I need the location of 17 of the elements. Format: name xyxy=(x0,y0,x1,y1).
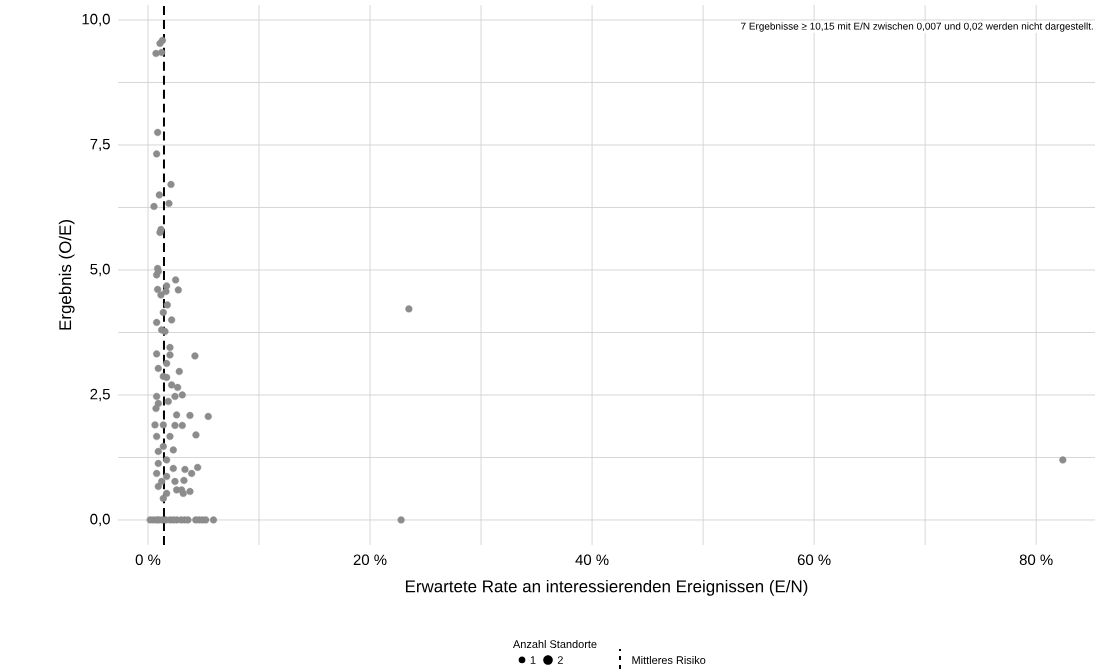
legend-label: 1 xyxy=(530,656,536,664)
y-tick-label: 2,5 xyxy=(90,388,110,402)
legend-label: 2 xyxy=(557,656,563,664)
x-tick-label: 20 % xyxy=(353,554,387,566)
x-tick-label: 0 % xyxy=(135,554,161,566)
x-tick-label: 80 % xyxy=(1019,554,1053,566)
y-tick-label: 7,5 xyxy=(90,138,110,152)
annotation: 7 Ergebnisse ≥ 10,15 mit E/N zwischen 0,007 und 0,02 werden nicht dargestellt. xyxy=(741,22,1093,32)
legend-label: Mittleres Risiko xyxy=(632,655,706,665)
y-tick-label: 5,0 xyxy=(90,263,110,277)
x-tick-label: 40 % xyxy=(575,554,609,566)
legend-title: Anzahl Standorte xyxy=(512,639,597,649)
x-axis-title: Erwartete Rate an interessierenden Ereignissen (E/N) xyxy=(405,579,808,596)
x-tick-label: 60 % xyxy=(797,554,831,566)
y-axis-title: Ergebnis (O/E) xyxy=(58,220,75,330)
y-tick-label: 0,0 xyxy=(90,513,110,527)
y-tick-label: 10,0 xyxy=(82,13,110,27)
